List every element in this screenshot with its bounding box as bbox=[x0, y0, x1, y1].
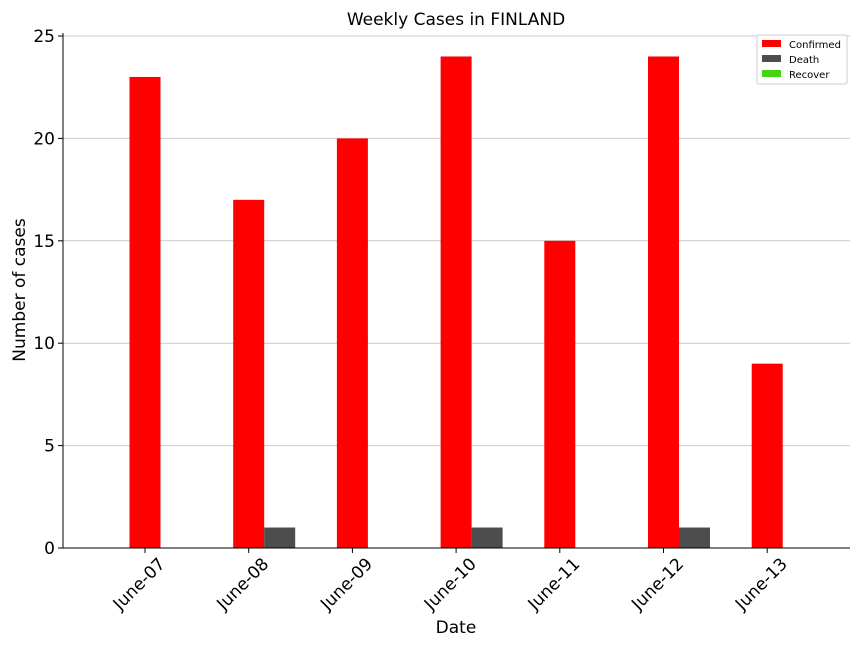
bar-confirmed-june-07 bbox=[129, 76, 161, 549]
bar-death-june-12 bbox=[679, 527, 710, 548]
x-axis-label: Date bbox=[436, 618, 477, 638]
bar-confirmed-june-08 bbox=[233, 199, 265, 548]
y-tick-label: 0 bbox=[44, 539, 55, 559]
legend-label-confirmed: Confirmed bbox=[789, 40, 841, 51]
y-ticks: 0 5 10 15 20 25 bbox=[33, 27, 63, 559]
bars bbox=[129, 56, 783, 549]
x-tick-label: June-10 bbox=[420, 554, 481, 615]
legend: Confirmed Death Recover bbox=[756, 34, 848, 85]
x-tick-label: June-08 bbox=[213, 554, 274, 615]
y-axis-label: Number of cases bbox=[10, 218, 30, 362]
bar-confirmed-june-10 bbox=[440, 56, 472, 548]
bar-confirmed-june-12 bbox=[648, 56, 679, 548]
chart-title: Weekly Cases in FINLAND bbox=[347, 10, 565, 30]
legend-swatch-recover bbox=[762, 70, 781, 77]
y-tick-label: 20 bbox=[33, 129, 55, 149]
y-tick-label: 15 bbox=[33, 232, 55, 252]
bar-death-june-10 bbox=[471, 527, 503, 548]
bar-confirmed-june-11 bbox=[544, 240, 576, 549]
bar-confirmed-june-09 bbox=[336, 138, 368, 548]
x-tick-label: June-13 bbox=[731, 554, 792, 615]
legend-label-recover: Recover bbox=[789, 70, 830, 81]
y-tick-label: 10 bbox=[33, 334, 55, 354]
x-tick-label: June-07 bbox=[109, 554, 170, 615]
x-tick-label: June-12 bbox=[627, 554, 688, 615]
x-ticks: June-07 June-08 June-09 June-10 June-11 June-… bbox=[109, 548, 792, 615]
legend-swatch-confirmed bbox=[762, 40, 781, 47]
bar-confirmed-june-13 bbox=[751, 363, 783, 548]
legend-label-death: Death bbox=[789, 55, 819, 66]
x-tick-label: June-11 bbox=[524, 554, 585, 615]
bar-death-june-08 bbox=[264, 527, 296, 548]
x-tick-label: June-09 bbox=[316, 554, 377, 615]
y-tick-label: 5 bbox=[44, 437, 55, 457]
y-tick-label: 25 bbox=[33, 27, 55, 47]
legend-swatch-death bbox=[762, 55, 781, 62]
